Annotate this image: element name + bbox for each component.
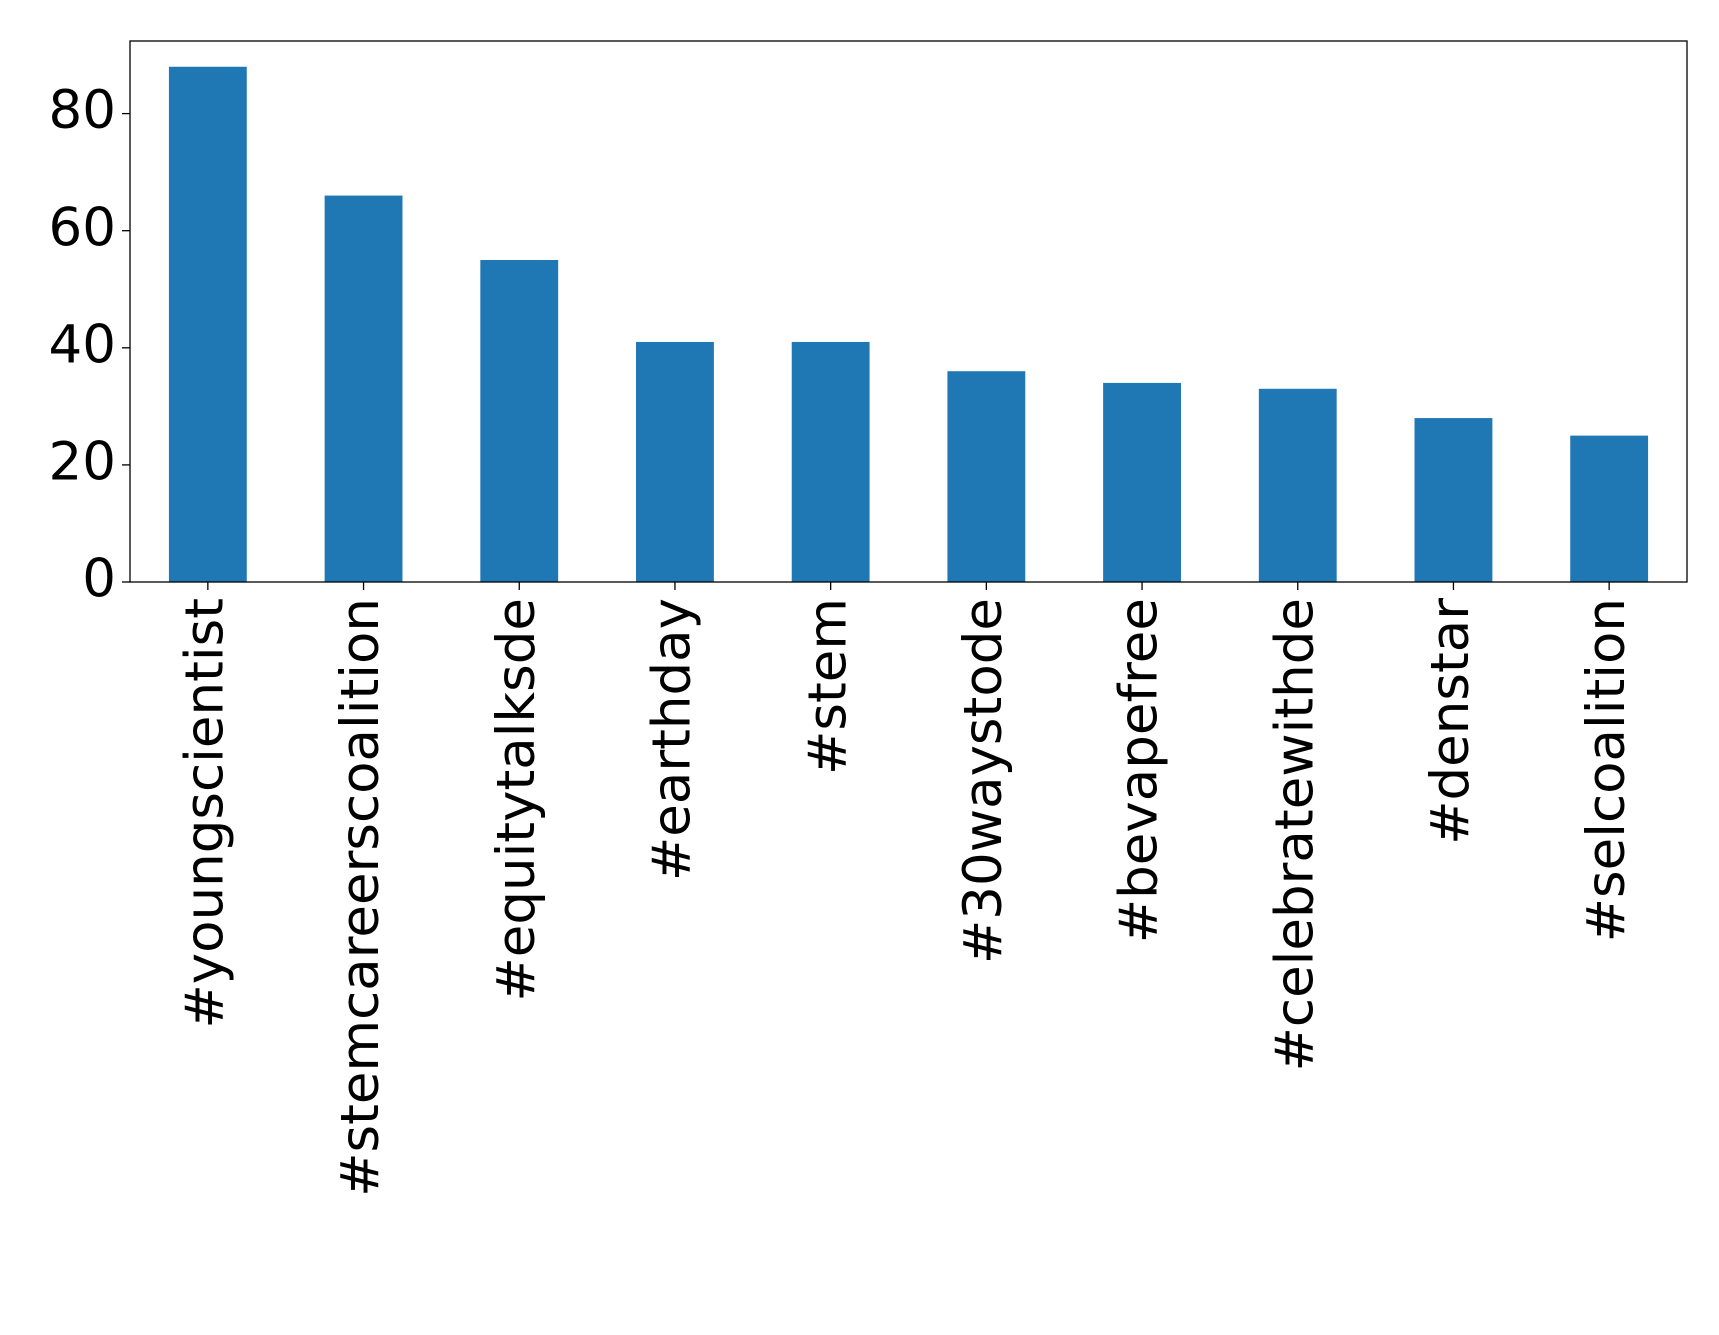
bar	[1258, 388, 1337, 582]
y-tick-label: 80	[49, 80, 116, 141]
bar	[1570, 435, 1649, 582]
x-tick-label: #equitytalksde	[486, 598, 547, 1002]
bar	[168, 66, 247, 582]
bar	[1414, 418, 1493, 582]
x-tick-label: #stem	[797, 598, 858, 775]
bar	[324, 195, 403, 583]
y-tick-label: 20	[49, 432, 116, 493]
bar	[636, 341, 714, 582]
x-tick-label: #bevapefree	[1109, 598, 1170, 943]
bar	[1103, 382, 1181, 582]
y-tick-label: 60	[49, 197, 116, 258]
y-tick-label: 0	[82, 549, 116, 610]
bar	[791, 341, 870, 582]
x-tick-label: #youngscientist	[174, 598, 235, 1029]
x-tick-label: #30waystode	[953, 598, 1014, 964]
x-tick-label: #denstar	[1420, 598, 1481, 845]
y-tick-label: 40	[49, 314, 116, 375]
x-tick-label: #stemcareerscoalition	[330, 598, 391, 1197]
plot-frame	[129, 40, 1688, 583]
x-tick-label: #selcoalition	[1576, 598, 1637, 942]
bar	[480, 259, 559, 582]
x-tick-label: #celebratewithde	[1264, 598, 1325, 1071]
bar	[947, 371, 1026, 582]
x-tick-label: #earthday	[642, 598, 703, 881]
